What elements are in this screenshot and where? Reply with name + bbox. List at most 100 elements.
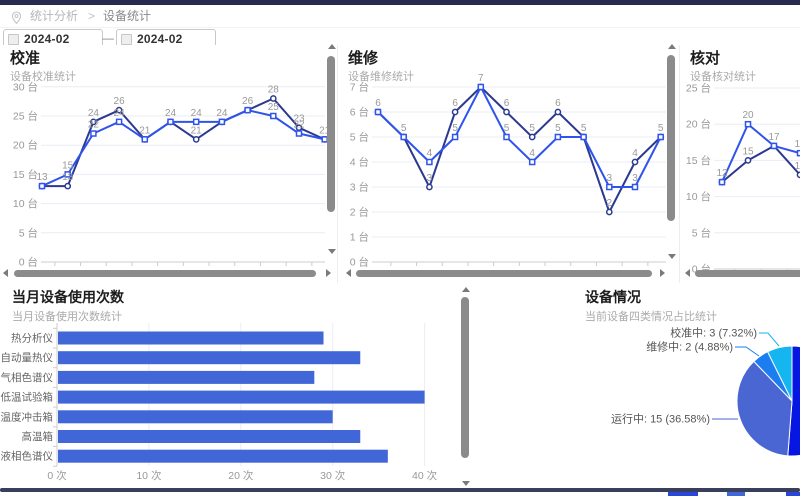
top-accent-bar <box>0 0 800 5</box>
panel-divider <box>679 45 680 283</box>
start-date-input[interactable]: 2024-02 <box>3 29 103 49</box>
check-line-chart: 0 台5 台10 台15 台20 台25 台121520171316 <box>686 82 800 276</box>
svg-text:20 次: 20 次 <box>228 469 254 482</box>
legend-swatch <box>668 492 698 496</box>
svg-text:25: 25 <box>268 102 280 113</box>
svg-text:25 台: 25 台 <box>686 82 711 95</box>
svg-text:2 台: 2 台 <box>350 206 369 219</box>
calendar-icon <box>8 33 19 45</box>
vertical-scrollbar-thumb[interactable] <box>327 56 335 212</box>
svg-text:15: 15 <box>742 146 754 157</box>
usage-subtitle: 当月设备使用次数统计 <box>12 311 122 323</box>
scroll-down-arrow[interactable] <box>328 249 336 254</box>
svg-text:13: 13 <box>36 172 48 183</box>
calibration-panel: 校准 设备校准统计 0 台 5 台 10 台 15 台 20 台 25 台 30 台 13 13… <box>0 45 336 283</box>
scroll-left-arrow[interactable] <box>346 269 351 277</box>
location-pin-icon <box>11 11 22 30</box>
legend-swatch <box>727 492 745 496</box>
svg-text:3 台: 3 台 <box>350 181 369 194</box>
svg-text:40 次: 40 次 <box>412 469 438 482</box>
horizontal-scrollbar-thumb[interactable] <box>695 270 800 277</box>
svg-text:5 台: 5 台 <box>350 131 369 144</box>
scroll-left-arrow[interactable] <box>3 269 8 277</box>
horizontal-scrollbar-thumb[interactable] <box>356 270 652 277</box>
svg-text:15: 15 <box>62 160 74 171</box>
date-range-dash: — <box>102 31 114 45</box>
scroll-left-arrow[interactable] <box>685 269 690 277</box>
svg-text:15 台: 15 台 <box>686 154 711 167</box>
scroll-down-arrow[interactable] <box>668 254 676 259</box>
svg-text:3: 3 <box>427 173 433 184</box>
svg-text:5: 5 <box>529 123 535 134</box>
check-panel: 核对 设备核对统计 0 台5 台10 台15 台20 台25 台12152017… <box>680 45 800 283</box>
svg-text:3: 3 <box>632 173 638 184</box>
scroll-right-arrow[interactable] <box>326 269 331 277</box>
svg-text:自动量热仪: 自动量热仪 <box>1 351 54 364</box>
svg-text:5: 5 <box>555 123 561 134</box>
svg-text:16: 16 <box>794 139 800 150</box>
calibration-title: 校准 <box>10 50 41 67</box>
svg-text:30 台: 30 台 <box>13 80 38 93</box>
usage-bar-chart: 0 次 10 次 20 次 30 次 40 次 热分析仪自动量热仪气相色谱仪低温试验箱温度… <box>1 323 438 482</box>
svg-text:5: 5 <box>504 123 510 134</box>
scroll-up-arrow[interactable] <box>668 44 676 49</box>
svg-text:4: 4 <box>427 148 433 159</box>
status-panel: 设备情况 当前设备四类情况占比统计 校准中: 3 (7.32%) 维修中: 2 (… <box>470 285 800 488</box>
check-title: 核对 <box>690 50 721 67</box>
svg-text:6 台: 6 台 <box>350 106 369 119</box>
svg-text:6: 6 <box>555 98 561 109</box>
svg-text:13: 13 <box>794 161 800 172</box>
breadcrumb-separator: > <box>88 9 96 23</box>
svg-text:0 台: 0 台 <box>19 256 38 269</box>
scroll-right-arrow[interactable] <box>660 269 665 277</box>
status-subtitle: 当前设备四类情况占比统计 <box>585 311 717 323</box>
vertical-scrollbar-thumb[interactable] <box>667 55 675 221</box>
calendar-icon <box>121 33 132 45</box>
svg-text:22: 22 <box>88 120 100 131</box>
svg-text:10 台: 10 台 <box>13 197 38 210</box>
scroll-down-arrow[interactable] <box>462 481 470 486</box>
status-title: 设备情况 <box>585 289 641 305</box>
svg-text:热分析仪: 热分析仪 <box>11 332 53 345</box>
svg-text:21: 21 <box>319 125 331 136</box>
repair-panel: 维修 设备维修统计 0 台 1 台 2 台 3 台 4 台 5 台 6 台 7 台 6 5 3 4 6 5… <box>338 45 678 283</box>
vertical-scrollbar-thumb[interactable] <box>461 297 469 458</box>
svg-text:21: 21 <box>139 125 151 136</box>
svg-text:4: 4 <box>632 148 638 159</box>
svg-text:5 台: 5 台 <box>19 226 38 239</box>
usage-title: 当月设备使用次数 <box>12 289 124 305</box>
svg-text:24: 24 <box>114 108 126 119</box>
panel-divider <box>337 45 338 283</box>
svg-text:0 次: 0 次 <box>47 469 67 482</box>
svg-text:21: 21 <box>191 125 203 136</box>
svg-text:7: 7 <box>478 73 484 84</box>
svg-text:25 台: 25 台 <box>13 110 38 123</box>
start-date-value: 2024-02 <box>24 32 70 46</box>
svg-text:15 台: 15 台 <box>13 168 38 181</box>
status-pie-chart: 校准中: 3 (7.32%)维修中: 2 (4.88%) 运行中: 15 (36.… <box>611 326 800 457</box>
svg-text:3: 3 <box>607 173 613 184</box>
repair-line-chart: 0 台 1 台 2 台 3 台 4 台 5 台 6 台 7 台 6 5 3 4 6 5 7 6 5 5 4 6 5 5 2 3… <box>350 73 666 269</box>
svg-text:0 台: 0 台 <box>350 256 369 269</box>
svg-text:维修中: 2 (4.88%): 维修中: 2 (4.88%) <box>646 340 733 354</box>
svg-text:26: 26 <box>242 96 254 107</box>
svg-text:22: 22 <box>293 120 305 131</box>
svg-text:24: 24 <box>88 108 100 119</box>
page-horizontal-scrollbar[interactable] <box>0 488 800 492</box>
svg-text:校准中: 3 (7.32%): 校准中: 3 (7.32%) <box>670 326 757 340</box>
svg-text:30 次: 30 次 <box>320 469 346 482</box>
horizontal-scrollbar-thumb[interactable] <box>14 270 316 277</box>
usage-panel: 当月设备使用次数 当月设备使用次数统计 0 次 10 次 20 次 30 次 40 次 热… <box>0 285 460 488</box>
scroll-up-arrow[interactable] <box>328 44 336 49</box>
scroll-up-arrow[interactable] <box>462 287 470 292</box>
end-date-input[interactable]: 2024-02 <box>116 29 216 49</box>
svg-text:6: 6 <box>504 98 510 109</box>
svg-text:12: 12 <box>716 168 728 179</box>
breadcrumb-section[interactable]: 统计分析 <box>30 9 79 23</box>
svg-text:5: 5 <box>452 123 458 134</box>
svg-text:4 台: 4 台 <box>350 156 369 169</box>
svg-text:低温试验箱: 低温试验箱 <box>1 391 54 404</box>
svg-text:20: 20 <box>742 110 754 121</box>
breadcrumb-page: 设备统计 <box>103 9 152 23</box>
